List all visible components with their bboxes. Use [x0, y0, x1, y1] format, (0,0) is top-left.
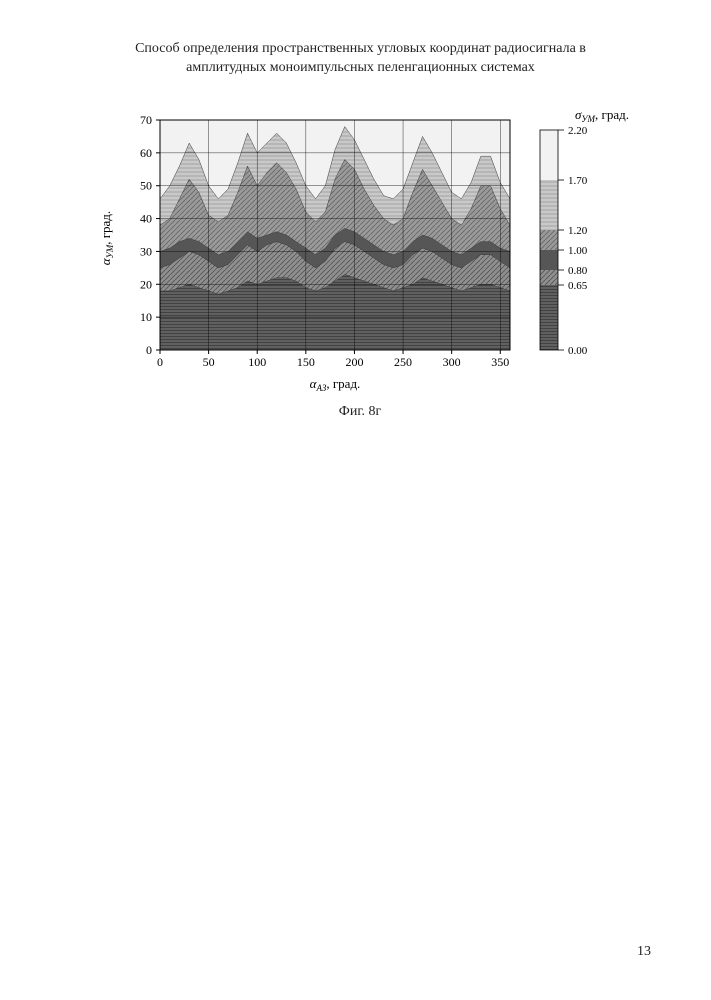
colorbar-label: σУМ, град. [575, 108, 629, 124]
colorbar-swatches [540, 130, 558, 350]
page-title: Способ определения пространственных угло… [70, 40, 651, 78]
contour-plot-svg: 0 50 100 150 200 250 300 350 0 10 20 30 40 50 60 70 αА… [80, 108, 640, 398]
y-axis-ticks: 0 10 20 30 40 50 60 70 [140, 113, 160, 357]
figure-8g: 0 50 100 150 200 250 300 350 0 10 20 30 40 50 60 70 αА… [80, 108, 640, 398]
svg-text:50: 50 [140, 178, 152, 192]
svg-text:60: 60 [140, 146, 152, 160]
colorbar-ticks: 0.00 0.65 0.80 1.00 1.20 1.70 2.20 [558, 125, 588, 357]
colorbar: σУМ, град. 0.00 0.65 0.80 1.00 1.20 1.70 2.20 [540, 108, 629, 357]
title-line-2: амплитудных моноимпульсных пеленгационны… [186, 60, 535, 75]
svg-text:1.00: 1.00 [568, 245, 588, 257]
svg-text:30: 30 [140, 244, 152, 258]
svg-text:70: 70 [140, 113, 152, 127]
svg-text:350: 350 [491, 355, 509, 369]
svg-text:150: 150 [297, 355, 315, 369]
svg-text:20: 20 [140, 277, 152, 291]
x-axis-label: αАЗ, град. [310, 376, 361, 393]
svg-text:100: 100 [248, 355, 266, 369]
svg-text:250: 250 [394, 355, 412, 369]
x-axis-ticks: 0 50 100 150 200 250 300 350 [157, 350, 509, 369]
svg-text:1.20: 1.20 [568, 225, 588, 237]
page: Способ определения пространственных угло… [0, 0, 711, 1000]
svg-text:1.70: 1.70 [568, 175, 588, 187]
title-line-1: Способ определения пространственных угло… [135, 41, 586, 56]
figure-caption: Фиг. 8г [80, 404, 640, 420]
svg-text:10: 10 [140, 310, 152, 324]
page-number: 13 [637, 944, 651, 960]
svg-text:50: 50 [203, 355, 215, 369]
svg-text:0: 0 [157, 355, 163, 369]
svg-text:0: 0 [146, 343, 152, 357]
svg-text:300: 300 [443, 355, 461, 369]
svg-text:0.65: 0.65 [568, 280, 588, 292]
svg-text:0.80: 0.80 [568, 265, 588, 277]
y-axis-label: αУМ, град. [98, 211, 115, 265]
svg-text:2.20: 2.20 [568, 125, 588, 137]
svg-text:200: 200 [345, 355, 363, 369]
svg-text:0.00: 0.00 [568, 345, 588, 357]
svg-text:40: 40 [140, 211, 152, 225]
